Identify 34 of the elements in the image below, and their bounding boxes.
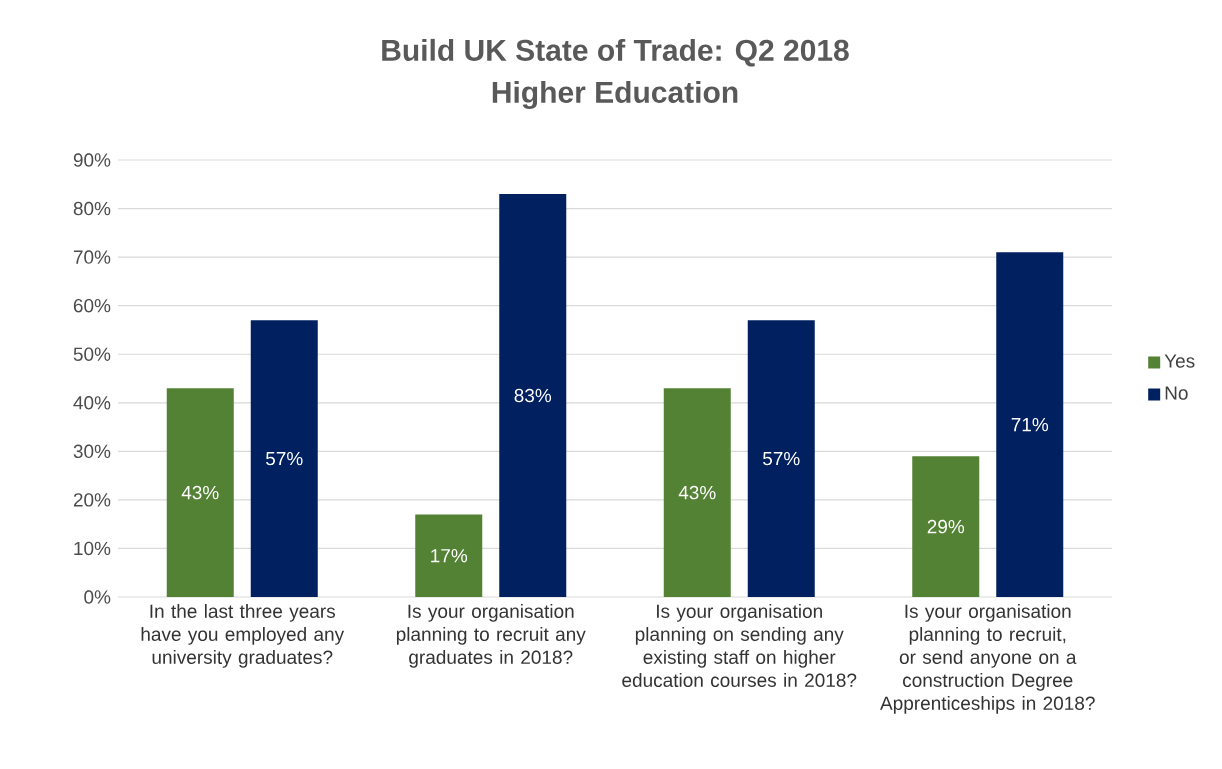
x-tick-label: Is your organisation planning on sending any existing staff on higher education courses in 2018? — [622, 604, 857, 687]
y-tick-label: 40% — [73, 396, 111, 410]
bar — [250, 320, 318, 597]
y-tick-label: 30% — [73, 444, 111, 459]
data-label: 57% — [762, 451, 800, 466]
bar — [663, 388, 731, 597]
legend-label: No — [1165, 386, 1188, 400]
data-label: 43% — [678, 485, 716, 500]
chart-subtitle: Higher Education — [492, 80, 738, 109]
y-tick-label: 50% — [73, 347, 111, 361]
bar — [747, 320, 815, 597]
y-tick-label: 0% — [84, 590, 111, 604]
data-label: 43% — [181, 485, 219, 500]
bar — [499, 193, 567, 597]
bar — [912, 456, 980, 597]
y-tick-label: 60% — [73, 298, 111, 313]
y-tick-label: 20% — [73, 493, 111, 507]
data-label: 57% — [265, 451, 303, 466]
bar — [415, 514, 483, 597]
data-label: 83% — [514, 388, 552, 403]
legend-label: Yes — [1164, 354, 1195, 368]
bar — [996, 252, 1064, 597]
y-tick-label: 10% — [74, 541, 111, 556]
chart-title: Build UK State of Trade: Q2 2018 — [382, 38, 849, 67]
data-label: 29% — [927, 519, 965, 534]
x-tick-label: Is your organisation planning to recruit, or send anyone on a construction Degree Apprenticeships in 2018? — [880, 604, 1095, 714]
bar — [166, 388, 234, 597]
y-tick-label: 90% — [73, 153, 111, 167]
data-label: 71% — [1011, 417, 1049, 432]
x-tick-label: In the last three years have you employed any university graduates? — [141, 604, 345, 668]
y-tick-label: 80% — [73, 201, 111, 216]
y-tick-label: 70% — [73, 250, 111, 264]
x-tick-label: Is your organisation planning to recruit any graduates in 2018? — [396, 604, 586, 668]
data-label: 17% — [431, 549, 468, 563]
